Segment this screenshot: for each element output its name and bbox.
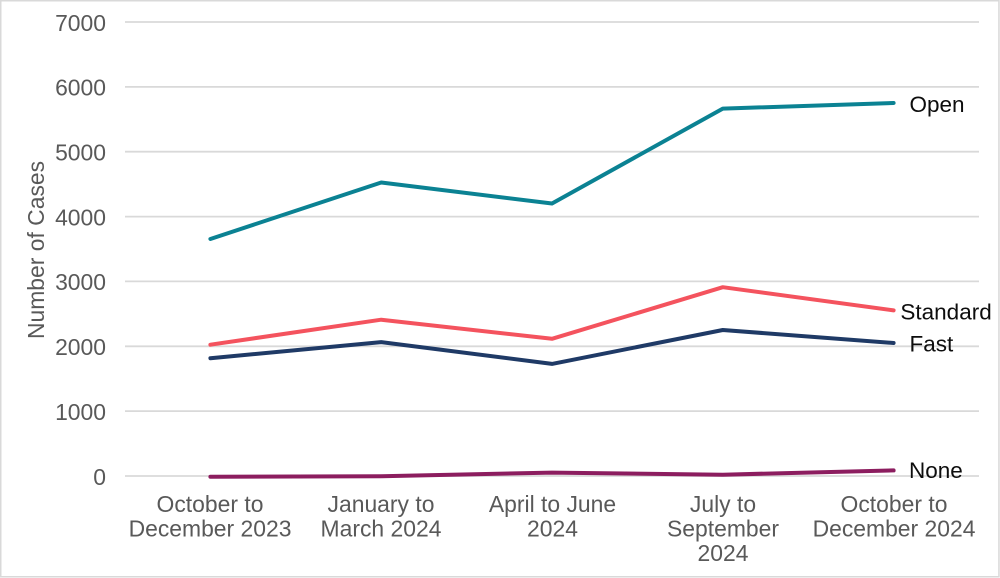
svg-text:7000: 7000 [55,10,106,36]
svg-text:6000: 6000 [55,75,106,101]
svg-text:December 2023: December 2023 [129,516,292,542]
svg-text:2024: 2024 [698,540,749,566]
svg-text:January to: January to [328,491,435,517]
svg-text:Fast: Fast [910,331,955,356]
svg-text:5000: 5000 [55,140,106,166]
svg-text:1000: 1000 [55,399,106,425]
svg-text:March 2024: March 2024 [321,516,442,542]
svg-text:4000: 4000 [55,204,106,230]
svg-text:0: 0 [93,464,106,490]
svg-text:None: None [909,458,963,483]
svg-text:Number of Cases: Number of Cases [23,161,49,339]
svg-text:July to: July to [690,491,756,517]
svg-text:September: September [667,516,779,542]
svg-text:2000: 2000 [55,334,106,360]
svg-text:2024: 2024 [527,516,578,542]
svg-text:Standard: Standard [900,299,991,324]
svg-text:December 2024: December 2024 [813,516,976,542]
svg-text:Open: Open [910,92,965,117]
svg-text:3000: 3000 [55,269,106,295]
svg-text:April to June: April to June [489,491,616,517]
svg-text:October to: October to [157,491,264,517]
svg-text:October to: October to [841,491,948,517]
